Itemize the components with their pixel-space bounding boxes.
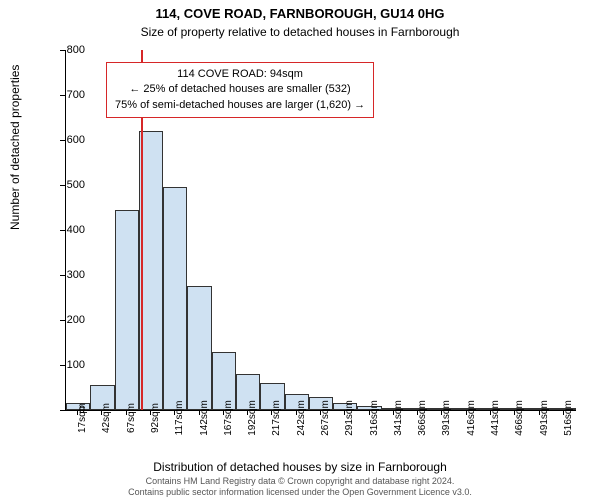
bar: [163, 187, 187, 410]
x-tick-mark: [126, 410, 127, 415]
chart-subtitle: Size of property relative to detached ho…: [0, 23, 600, 39]
info-line2: ← 25% of detached houses are smaller (53…: [129, 83, 350, 95]
x-tick-label: 17sqm: [77, 403, 88, 433]
x-tick-mark: [247, 410, 248, 415]
chart-container: 114, COVE ROAD, FARNBOROUGH, GU14 0HG Si…: [0, 0, 600, 500]
x-tick-mark: [393, 410, 394, 415]
y-tick-label: 400: [67, 224, 85, 236]
x-tick-label: 466sqm: [514, 400, 525, 436]
y-tick-label: 800: [67, 44, 85, 56]
x-tick-mark: [320, 410, 321, 415]
x-tick-label: 491sqm: [539, 400, 550, 436]
y-tick-label: 200: [67, 314, 85, 326]
x-tick-mark: [271, 410, 272, 415]
x-tick-mark: [101, 410, 102, 415]
x-tick-mark: [296, 410, 297, 415]
x-tick-label: 441sqm: [490, 400, 501, 436]
info-line1: 114 COVE ROAD: 94sqm: [177, 68, 303, 80]
y-tick-label: 100: [67, 359, 85, 371]
x-tick-mark: [223, 410, 224, 415]
x-tick-label: 416sqm: [466, 400, 477, 436]
x-axis-label: Distribution of detached houses by size …: [0, 460, 600, 474]
chart-title: 114, COVE ROAD, FARNBOROUGH, GU14 0HG: [0, 0, 600, 23]
y-tick-label: 600: [67, 134, 85, 146]
bar: [115, 210, 139, 410]
x-tick-label: 291sqm: [344, 400, 355, 436]
x-tick-mark: [174, 410, 175, 415]
x-tick-mark: [466, 410, 467, 415]
y-axis-label: Number of detached properties: [8, 65, 22, 230]
y-tick-mark: [60, 50, 65, 51]
x-tick-label: 341sqm: [393, 400, 404, 436]
x-tick-label: 516sqm: [563, 400, 574, 436]
x-tick-mark: [369, 410, 370, 415]
property-info-box: 114 COVE ROAD: 94sqm ← 25% of detached ho…: [106, 62, 374, 118]
x-tick-label: 316sqm: [369, 400, 380, 436]
y-tick-mark: [60, 140, 65, 141]
y-tick-mark: [60, 95, 65, 96]
y-tick-mark: [60, 365, 65, 366]
x-tick-mark: [150, 410, 151, 415]
x-tick-mark: [563, 410, 564, 415]
y-tick-label: 300: [67, 269, 85, 281]
x-tick-label: 167sqm: [223, 400, 234, 436]
y-tick-mark: [60, 275, 65, 276]
x-tick-mark: [344, 410, 345, 415]
bar: [187, 286, 211, 410]
x-tick-label: 366sqm: [417, 400, 428, 436]
y-tick-mark: [60, 185, 65, 186]
copyright-text: Contains HM Land Registry data © Crown c…: [0, 476, 600, 498]
x-tick-label: 142sqm: [199, 400, 210, 436]
x-tick-label: 67sqm: [126, 403, 137, 433]
plot-area: 114 COVE ROAD: 94sqm ← 25% of detached ho…: [65, 50, 576, 411]
x-tick-label: 217sqm: [271, 400, 282, 436]
x-tick-mark: [417, 410, 418, 415]
info-line3: 75% of semi-detached houses are larger (…: [115, 99, 365, 111]
x-tick-label: 267sqm: [320, 400, 331, 436]
copyright-line1: Contains HM Land Registry data © Crown c…: [146, 476, 455, 486]
x-tick-label: 42sqm: [101, 403, 112, 433]
x-tick-mark: [490, 410, 491, 415]
x-tick-label: 192sqm: [247, 400, 258, 436]
x-tick-label: 117sqm: [174, 401, 185, 436]
y-tick-mark: [60, 230, 65, 231]
y-tick-mark: [60, 320, 65, 321]
x-tick-label: 391sqm: [441, 400, 452, 436]
y-tick-label: 500: [67, 179, 85, 191]
y-tick-mark: [60, 410, 65, 411]
x-tick-mark: [441, 410, 442, 415]
x-tick-mark: [514, 410, 515, 415]
x-tick-mark: [539, 410, 540, 415]
y-tick-label: 700: [67, 89, 85, 101]
x-tick-mark: [77, 410, 78, 415]
x-tick-mark: [199, 410, 200, 415]
x-tick-label: 92sqm: [150, 403, 161, 433]
copyright-line2: Contains public sector information licen…: [128, 487, 472, 497]
x-tick-label: 242sqm: [296, 400, 307, 436]
